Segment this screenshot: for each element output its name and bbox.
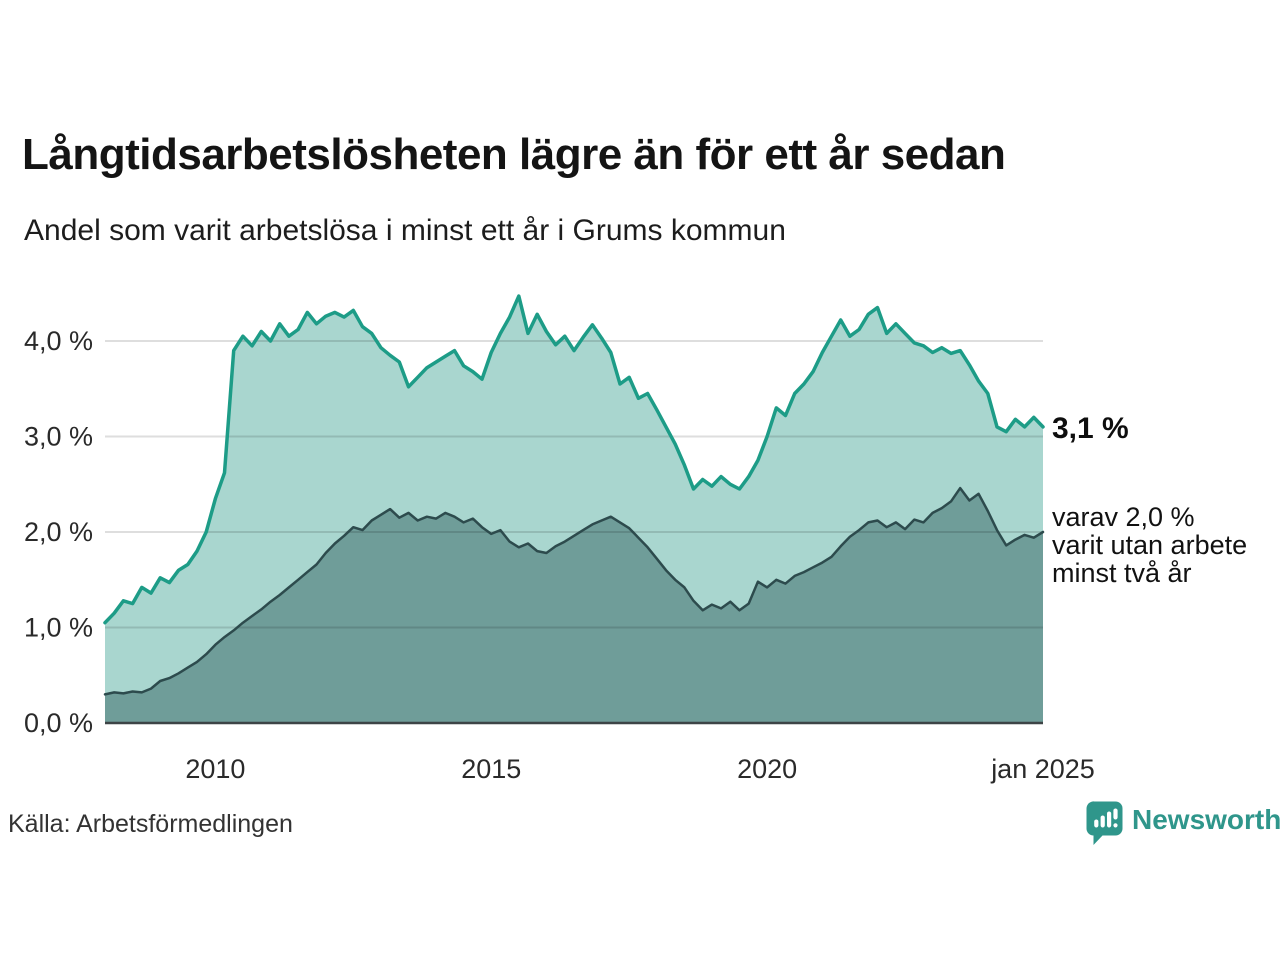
series-line-two-year [103, 486, 1045, 696]
two-year-label-line2: varit utan arbete [1052, 530, 1248, 560]
unemployment-area-chart: 0,0 % 1,0 % 2,0 % 3,0 % 4,0 % 2010 2015 2020 jan… [24, 294, 1095, 784]
x-tick-label: 2020 [737, 754, 797, 784]
x-tick-label: 2010 [185, 754, 245, 784]
series-end-label-two-year: varav 2,0 % varit utan arbete minst två … [1052, 503, 1247, 587]
page-subtitle: Andel som varit arbetslösa i minst ett å… [24, 214, 786, 247]
chart-area: 0,0 % 1,0 % 2,0 % 3,0 % 4,0 % 2010 2015 2020 jan… [0, 270, 1280, 790]
y-tick-label: 0,0 % [24, 708, 93, 738]
brand-text: Newsworthy [1132, 804, 1280, 835]
brand-logo: Newsworthy [1086, 800, 1280, 851]
y-tick-label: 1,0 % [24, 613, 93, 643]
two-year-label-line1: varav 2,0 % [1052, 502, 1195, 532]
series-end-label-total: 3,1 % [1052, 412, 1129, 445]
y-tick-label: 2,0 % [24, 517, 93, 547]
series-line-total [103, 294, 1045, 625]
page-title: Långtidsarbetslösheten lägre än för ett … [22, 130, 1006, 179]
series-area-two-year [105, 488, 1043, 723]
y-tick-label: 3,0 % [24, 422, 93, 452]
y-tick-label: 4,0 % [24, 326, 93, 356]
two-year-label-line3: minst två år [1052, 558, 1192, 588]
source-attribution: Källa: Arbetsförmedlingen [8, 810, 293, 838]
x-tick-label: jan 2025 [990, 754, 1095, 784]
x-tick-label: 2015 [461, 754, 521, 784]
newsworthy-speech-bubble-chart-icon [1086, 800, 1124, 851]
